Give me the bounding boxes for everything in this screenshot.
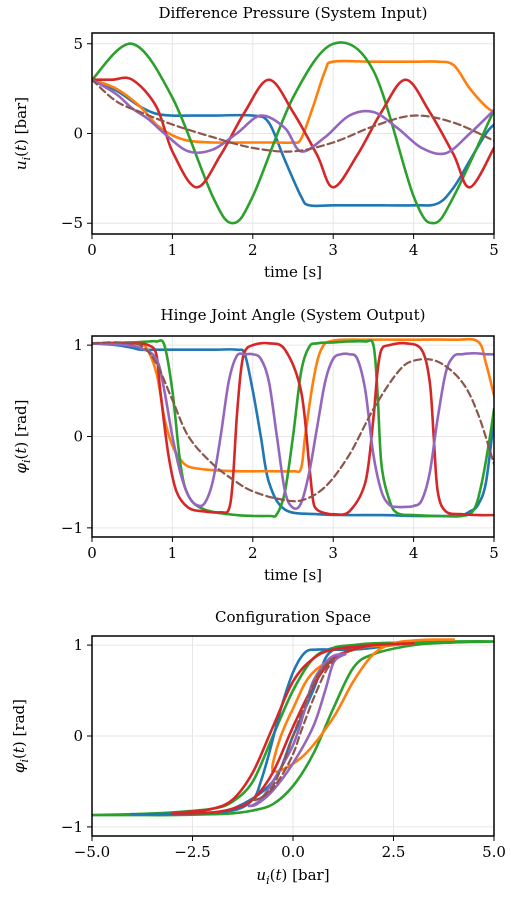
series-line-u5 [92,78,494,156]
series-line-u3 [92,339,494,518]
y-axis-label: φi(t) [rad] [12,400,33,474]
x-axis-label: ui(t) [bar] [256,866,329,887]
y-axis-label: φi(t) [rad] [10,699,31,773]
series-line-u2 [92,59,494,145]
x-tick-label: −5.0 [74,843,110,861]
x-tick-label: 1 [168,544,178,562]
x-tick-label: 4 [409,241,419,259]
series-line-u6 [92,78,494,153]
series-line-u6 [92,341,494,503]
series-group [92,41,494,225]
x-tick-label: 5.0 [482,843,506,861]
x-tick-label: −2.5 [174,843,210,861]
chart-title: Configuration Space [215,608,371,626]
series-line-u4 [92,76,494,189]
x-tick-label: 3 [328,544,338,562]
x-tick-label: 2 [248,241,258,259]
chart-title: Hinge Joint Angle (System Output) [161,306,426,324]
x-tick-label: 5 [489,241,499,259]
x-tick-label: 0 [87,544,97,562]
series-group [92,337,494,518]
chart-title: Difference Pressure (System Input) [158,4,427,22]
y-tick-label: 0 [73,428,83,446]
x-tick-label: 4 [409,544,419,562]
y-tick-label: −1 [61,818,83,836]
x-tick-label: 2.5 [382,843,406,861]
x-axis-label: time [s] [264,263,322,281]
chart-panel-3: −5.0 −2.5 0.0 2.5 5.0 −1 0 1 Configuration Space… [10,608,506,887]
series-line-u3 [92,41,494,225]
x-tick-label: 0 [87,241,97,259]
y-tick-label: −5 [61,214,83,232]
x-tick-label: 5 [489,544,499,562]
series-group [92,638,494,817]
x-tick-label: 0.0 [281,843,305,861]
x-axis-label: time [s] [264,566,322,584]
y-tick-label: 1 [73,336,83,354]
x-tick-label: 1 [168,241,178,259]
x-tick-label: 3 [328,241,338,259]
series-line-u5 [247,652,347,808]
x-tick-label: 2 [248,544,258,562]
y-tick-label: 1 [73,636,83,654]
series-line-u4 [92,341,494,517]
y-tick-label: −1 [61,519,83,537]
y-tick-label: 0 [73,727,83,745]
series-line-u1 [92,78,494,208]
series-line-u5 [92,342,494,511]
series-line-u3 [92,640,494,817]
y-tick-label: 0 [73,125,83,143]
series-line-u6 [251,658,335,802]
y-tick-label: 5 [73,35,83,53]
y-axis-label: ui(t) [bar] [12,97,33,170]
